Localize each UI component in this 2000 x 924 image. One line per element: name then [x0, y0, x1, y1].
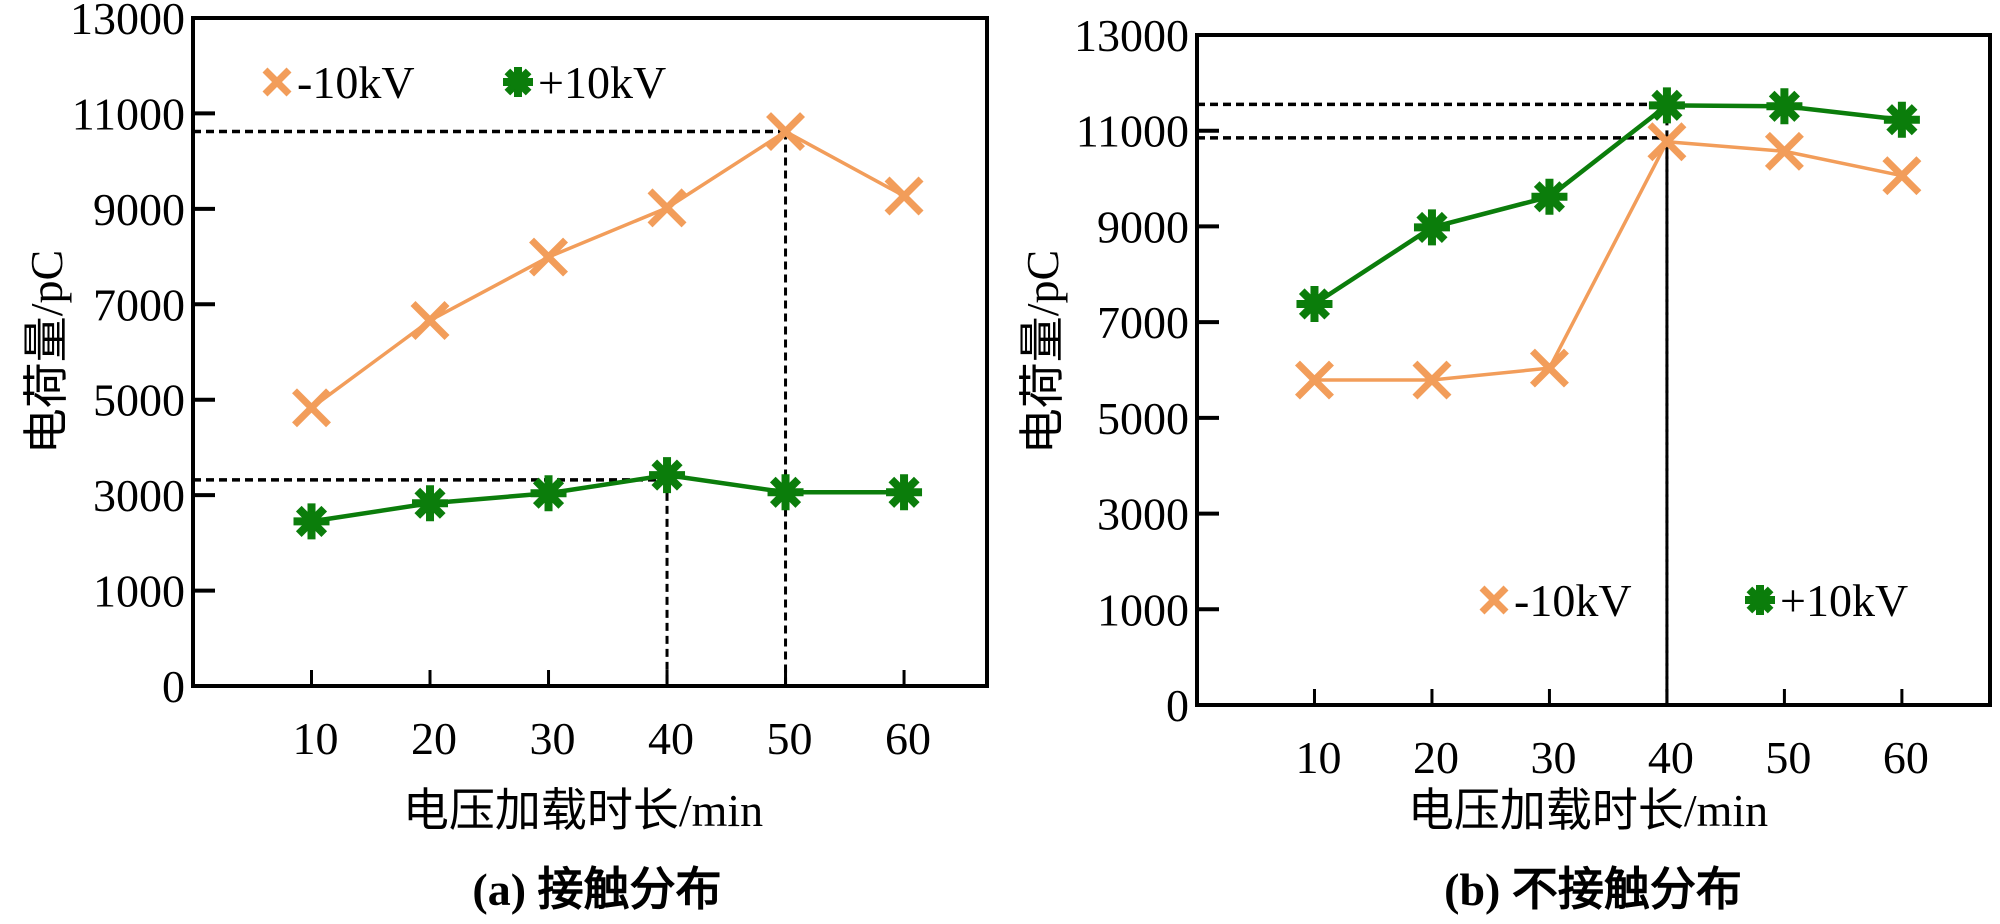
data-point-asterisk-marker [649, 457, 686, 494]
chart-caption: (a) 接触分布 [472, 864, 721, 915]
y-tick-label: 11000 [1076, 106, 1189, 157]
legend-marker-asterisk-icon [503, 67, 533, 97]
y-tick-label: 9000 [1097, 201, 1189, 252]
chart-b: 0 1000 3000 5000 7000 9000 11000 13000 10 20 30 40… [1017, 10, 1992, 915]
legend-label-neg: -10kV [297, 57, 415, 108]
y-tick-label: 13000 [70, 0, 185, 44]
data-point-asterisk-marker [530, 475, 567, 512]
data-point-asterisk-marker [767, 474, 804, 511]
series-line [310, 129, 905, 410]
x-axis-label: 电压加载时长/min [403, 785, 763, 836]
x-icon [262, 67, 292, 97]
x-tick-label: 40 [1648, 732, 1694, 783]
data-point-asterisk-marker [1296, 285, 1333, 322]
x-tick-label: 10 [1295, 732, 1341, 783]
chart-a: 0 1000 3000 5000 7000 9000 11000 13000 10 20 30 40… [21, 0, 989, 915]
y-tick-label: 0 [162, 661, 185, 712]
data-point-asterisk-marker [1531, 178, 1568, 215]
series-line [1313, 103, 1903, 306]
data-point-asterisk-marker [412, 485, 449, 522]
y-axis-label: 电荷量/pC [21, 250, 72, 454]
y-tick-label: 7000 [1097, 297, 1189, 348]
legend: -10kV +10kV [1479, 575, 1908, 626]
x-tick-label: 60 [885, 713, 931, 764]
x-tick-label: 20 [1413, 732, 1459, 783]
y-tick-label: 5000 [1097, 393, 1189, 444]
data-point-asterisk-marker [293, 503, 330, 540]
data-point-x-marker [1295, 360, 1334, 400]
reference-lines [193, 129, 788, 686]
data-point-x-marker [766, 112, 806, 152]
data-point-asterisk-marker [1413, 209, 1450, 246]
x-tick-label: 40 [648, 713, 694, 764]
data-point-asterisk-marker [886, 474, 923, 511]
x-tick-label: 20 [411, 713, 457, 764]
legend-label-pos: +10kV [1780, 575, 1908, 626]
asterisk-icon [503, 67, 533, 97]
y-tick-label: 1000 [1097, 584, 1189, 635]
plot-frame [191, 16, 989, 688]
data-point-x-marker [1647, 122, 1687, 162]
data-point-x-marker [1412, 360, 1452, 400]
legend-marker-x-icon [1479, 585, 1509, 615]
data-point-x-marker [884, 176, 924, 216]
reference-lines [1197, 102, 1669, 705]
y-tick-label: 7000 [93, 279, 185, 330]
x-axis-label: 电压加载时长/min [1408, 785, 1768, 836]
data-point-x-marker [529, 237, 568, 277]
data-point-x-marker [1764, 131, 1804, 171]
x-axis-ticks: 10 20 30 40 50 60 [1295, 689, 1929, 783]
y-tick-label: 9000 [93, 184, 185, 235]
data-point-x-marker [1529, 348, 1569, 388]
data-point-asterisk-marker [1883, 101, 1920, 138]
y-tick-label: 1000 [93, 566, 185, 617]
data-point-x-marker [1882, 156, 1922, 196]
plot-frame [1195, 33, 1992, 707]
y-tick-label: 3000 [93, 470, 185, 521]
y-tick-label: 0 [1166, 680, 1189, 731]
legend-label-neg: -10kV [1514, 575, 1632, 626]
data-point-x-marker [647, 188, 687, 228]
y-tick-label: 13000 [1074, 10, 1189, 61]
x-icon [1479, 585, 1509, 615]
series-line [311, 472, 905, 524]
series-layer [292, 112, 924, 540]
y-axis-ticks: 0 1000 3000 5000 7000 9000 11000 13000 [70, 0, 215, 712]
legend: -10kV +10kV [262, 57, 666, 108]
data-point-x-marker [410, 301, 450, 340]
x-tick-label: 10 [293, 713, 339, 764]
x-axis-ticks: 10 20 30 40 50 60 [293, 670, 931, 764]
x-tick-label: 30 [1530, 732, 1576, 783]
x-tick-label: 50 [1765, 732, 1811, 783]
x-tick-label: 30 [530, 713, 576, 764]
asterisk-icon [1745, 585, 1775, 615]
legend-marker-x-icon [262, 67, 292, 97]
y-tick-label: 3000 [1097, 489, 1189, 540]
y-axis-label: 电荷量/pC [1017, 250, 1068, 454]
y-tick-label: 5000 [93, 375, 185, 426]
data-point-x-marker [292, 388, 331, 428]
y-axis-ticks: 0 1000 3000 5000 7000 9000 11000 13000 [1074, 10, 1219, 731]
series-layer [1295, 87, 1922, 400]
series-line [1314, 139, 1903, 382]
data-point-asterisk-marker [1648, 87, 1685, 124]
y-tick-label: 11000 [72, 88, 185, 139]
x-tick-label: 50 [767, 713, 813, 764]
chart-caption: (b) 不接触分布 [1444, 864, 1742, 915]
data-point-asterisk-marker [1766, 88, 1803, 125]
legend-label-pos: +10kV [538, 57, 666, 108]
x-tick-label: 60 [1883, 732, 1929, 783]
legend-marker-asterisk-icon [1745, 585, 1775, 615]
